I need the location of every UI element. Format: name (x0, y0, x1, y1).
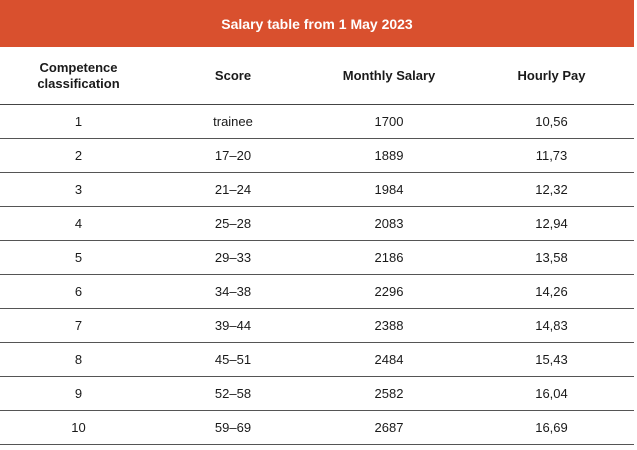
table-row: 9 52–58 2582 16,04 (0, 377, 634, 411)
cell-score: 21–24 (214, 182, 252, 197)
cell-hourly-pay: 12,94 (535, 216, 568, 231)
table-row: 8 45–51 2484 15,43 (0, 343, 634, 377)
cell-competence: 10 (71, 420, 86, 435)
cell-score: 34–38 (214, 284, 252, 299)
cell-score: 29–33 (214, 250, 252, 265)
header-monthly-salary: Monthly Salary (342, 67, 436, 83)
cell-competence: 3 (74, 182, 83, 197)
cell-monthly-salary: 2186 (374, 250, 404, 265)
table-header-row: Competence classification Score Monthly … (0, 47, 634, 105)
cell-competence: 8 (74, 352, 83, 367)
cell-competence: 7 (74, 318, 83, 333)
cell-monthly-salary: 2687 (374, 420, 404, 435)
header-competence-label: Competence classification (37, 59, 120, 91)
table-row: 10 59–69 2687 16,69 (0, 411, 634, 445)
cell-score: 59–69 (214, 420, 252, 435)
table-row: 3 21–24 1984 12,32 (0, 173, 634, 207)
cell-monthly-salary: 2083 (374, 216, 404, 231)
cell-competence: 5 (74, 250, 83, 265)
cell-score: 17–20 (214, 148, 252, 163)
header-hourly-pay: Hourly Pay (517, 67, 586, 83)
cell-hourly-pay: 10,56 (535, 114, 568, 129)
cell-monthly-salary: 2582 (374, 386, 404, 401)
cell-competence: 6 (74, 284, 83, 299)
cell-monthly-salary: 2388 (374, 318, 404, 333)
cell-monthly-salary: 1984 (374, 182, 404, 197)
cell-hourly-pay: 15,43 (535, 352, 568, 367)
cell-monthly-salary: 2484 (374, 352, 404, 367)
table-title: Salary table from 1 May 2023 (0, 0, 634, 47)
cell-hourly-pay: 16,69 (535, 420, 568, 435)
cell-score: 45–51 (214, 352, 252, 367)
cell-competence: 9 (74, 386, 83, 401)
table-row: 5 29–33 2186 13,58 (0, 241, 634, 275)
cell-score: trainee (213, 114, 253, 129)
header-score: Score (214, 67, 252, 83)
cell-hourly-pay: 16,04 (535, 386, 568, 401)
cell-competence: 1 (74, 114, 83, 129)
table-row: 7 39–44 2388 14,83 (0, 309, 634, 343)
table-row: 6 34–38 2296 14,26 (0, 275, 634, 309)
cell-competence: 2 (74, 148, 83, 163)
cell-score: 25–28 (214, 216, 252, 231)
cell-monthly-salary: 1889 (374, 148, 404, 163)
cell-competence: 4 (74, 216, 83, 231)
cell-hourly-pay: 12,32 (535, 182, 568, 197)
cell-monthly-salary: 1700 (374, 114, 404, 129)
table-body: 1 trainee 1700 10,56 2 17–20 1889 11,73 … (0, 105, 634, 445)
table-row: 1 trainee 1700 10,56 (0, 105, 634, 139)
cell-hourly-pay: 13,58 (535, 250, 568, 265)
table-row: 2 17–20 1889 11,73 (0, 139, 634, 173)
table-row: 4 25–28 2083 12,94 (0, 207, 634, 241)
cell-monthly-salary: 2296 (374, 284, 404, 299)
cell-hourly-pay: 14,83 (535, 318, 568, 333)
cell-hourly-pay: 11,73 (535, 148, 568, 163)
cell-score: 39–44 (214, 318, 252, 333)
cell-score: 52–58 (214, 386, 252, 401)
cell-hourly-pay: 14,26 (535, 284, 568, 299)
header-competence: Competence classification (0, 47, 157, 104)
